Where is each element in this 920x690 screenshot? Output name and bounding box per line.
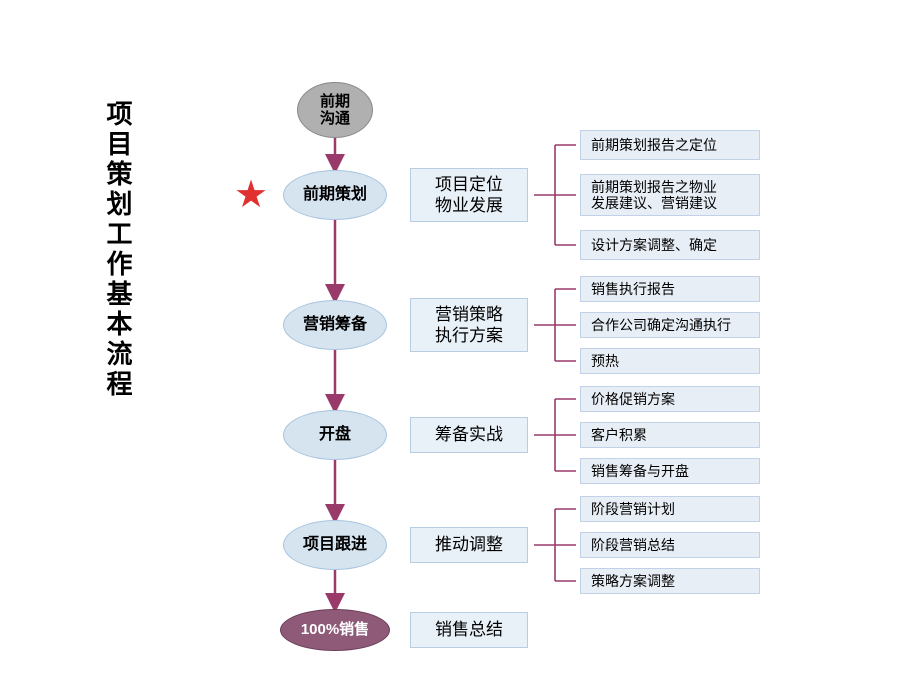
- flow-node-n2: 营销筹备: [283, 300, 387, 350]
- star-icon: ★: [234, 172, 268, 217]
- detail-box: 策略方案调整: [580, 568, 760, 594]
- detail-box: 客户积累: [580, 422, 760, 448]
- detail-box: 销售执行报告: [580, 276, 760, 302]
- detail-box: 预热: [580, 348, 760, 374]
- desc-box-d3: 筹备实战: [410, 417, 528, 453]
- detail-box: 阶段营销总结: [580, 532, 760, 558]
- desc-box-d5: 销售总结: [410, 612, 528, 648]
- detail-box: 前期策划报告之物业发展建议、营销建议: [580, 174, 760, 216]
- desc-box-d1: 项目定位物业发展: [410, 168, 528, 222]
- flow-node-n3: 开盘: [283, 410, 387, 460]
- detail-box: 前期策划报告之定位: [580, 130, 760, 160]
- detail-box: 阶段营销计划: [580, 496, 760, 522]
- flow-node-n0: 前期沟通: [297, 82, 373, 138]
- detail-box: 价格促销方案: [580, 386, 760, 412]
- detail-box: 销售筹备与开盘: [580, 458, 760, 484]
- page-title: 项目策划工作基本流程: [100, 100, 137, 400]
- detail-box: 合作公司确定沟通执行: [580, 312, 760, 338]
- flow-node-n4: 项目跟进: [283, 520, 387, 570]
- desc-box-d2: 营销策略执行方案: [410, 298, 528, 352]
- flow-node-n5: 100%销售: [280, 609, 390, 651]
- desc-box-d4: 推动调整: [410, 527, 528, 563]
- flow-node-n1: 前期策划: [283, 170, 387, 220]
- detail-box: 设计方案调整、确定: [580, 230, 760, 260]
